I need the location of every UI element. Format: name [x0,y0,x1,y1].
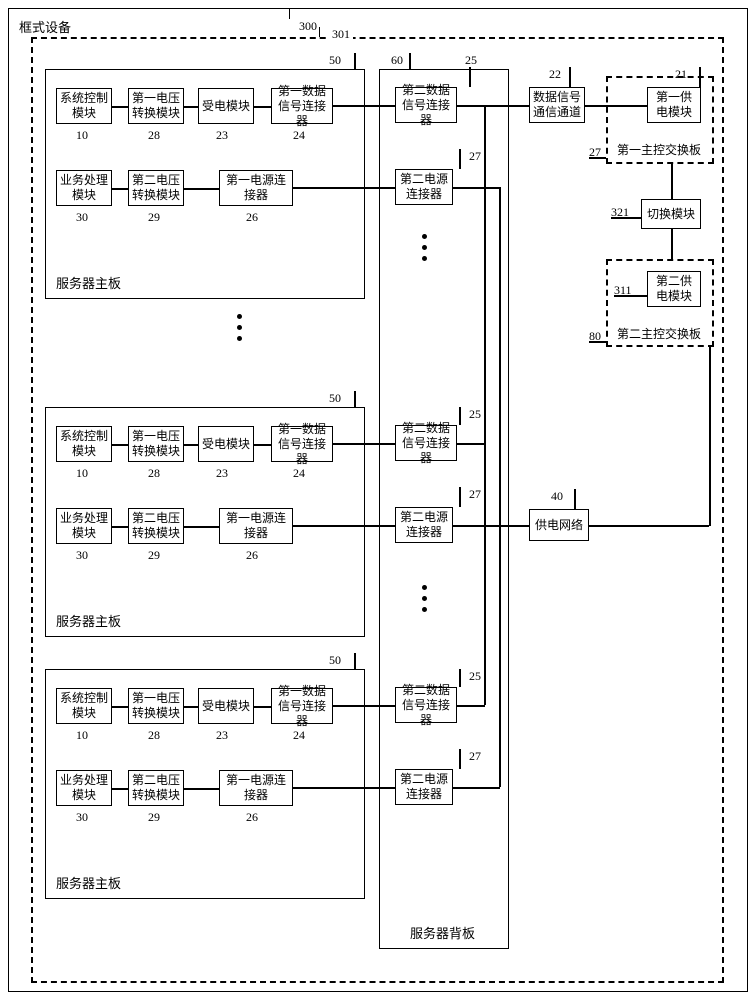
pwr-conn1-1: 第一电源连接器 [219,170,293,206]
n24-2: 24 [293,466,305,481]
data-conn2-3: 第二数据信号连接器 [395,687,457,723]
vdots-bp-2 [419,585,429,612]
sys-ctrl-3: 系统控制模块 [56,688,112,724]
board-title-1: 服务器主板 [56,273,121,292]
sys-ctrl-1: 系统控制模块 [56,88,112,124]
server-board-1: 服务器主板 系统控制模块 第一电压转换模块 受电模块 第一数据信号连接器 业务处… [45,69,365,299]
vdots-bp-1 [419,234,429,261]
n27-2: 27 [469,487,481,502]
board-title-3: 服务器主板 [56,873,121,892]
n22: 22 [549,67,561,82]
n30-2: 30 [76,548,88,563]
n25-3: 25 [469,669,481,684]
recv-3: 受电模块 [198,688,254,724]
n23-2: 23 [216,466,228,481]
pwr-conn1-2: 第一电源连接器 [219,508,293,544]
n10-2: 10 [76,466,88,481]
outer-title: 框式设备 [19,17,71,36]
n27-1: 27 [469,149,481,164]
board-title-2: 服务器主板 [56,611,121,630]
ctrl-panel2-label: 第二主控交换板 [617,325,701,342]
n26-1: 26 [246,210,258,225]
n40: 40 [551,489,563,504]
recv-2: 受电模块 [198,426,254,462]
v1-conv-2: 第一电压转换模块 [128,426,184,462]
pwr-conn1-3: 第一电源连接器 [219,770,293,806]
v1-conv-3: 第一电压转换模块 [128,688,184,724]
n26-2: 26 [246,548,258,563]
n30-1: 30 [76,210,88,225]
data-chan: 数据信号通信通道 [529,87,585,123]
pwr-conn2-1: 第二电源连接器 [395,169,453,205]
psu1: 第一供电模块 [647,87,701,123]
num-300: 300 [299,19,317,34]
n50-1: 50 [329,53,341,68]
sys-ctrl-2: 系统控制模块 [56,426,112,462]
data-conn2-2: 第二数据信号连接器 [395,425,457,461]
psu2: 第二供电模块 [647,271,701,307]
server-board-2: 服务器主板 系统控制模块 第一电压转换模块 受电模块 第一数据信号连接器 业务处… [45,407,365,637]
biz-2: 业务处理模块 [56,508,112,544]
power-net: 供电网络 [529,509,589,541]
n50-3: 50 [329,653,341,668]
v1-conv-1: 第一电压转换模块 [128,88,184,124]
server-board-3: 服务器主板 系统控制模块 第一电压转换模块 受电模块 第一数据信号连接器 业务处… [45,669,365,899]
v2-conv-3: 第二电压转换模块 [128,770,184,806]
num-301: 301 [329,27,353,42]
v2-conv-1: 第二电压转换模块 [128,170,184,206]
n23-3: 23 [216,728,228,743]
n28-1: 28 [148,128,160,143]
pwr-conn2-2: 第二电源连接器 [395,507,453,543]
n30-3: 30 [76,810,88,825]
n23-1: 23 [216,128,228,143]
data-conn1-2: 第一数据信号连接器 [271,426,333,462]
biz-3: 业务处理模块 [56,770,112,806]
biz-1: 业务处理模块 [56,170,112,206]
data-conn1-1: 第一数据信号连接器 [271,88,333,124]
switch-mod: 切换模块 [641,199,701,229]
n29-2: 29 [148,548,160,563]
n29-3: 29 [148,810,160,825]
data-conn2-1: 第二数据信号连接器 [395,87,457,123]
backplane-title: 服务器背板 [410,923,475,942]
n21: 21 [675,67,687,82]
frame-device-outer: 框式设备 300 301 服务器主板 系统控制模块 第一电压转换模块 受电模块 … [8,8,748,992]
n26-3: 26 [246,810,258,825]
tick-300 [289,9,290,19]
vdots-boards-1 [234,314,244,341]
n60: 60 [391,53,403,68]
n28-2: 28 [148,466,160,481]
n29-1: 29 [148,210,160,225]
n27-3: 27 [469,749,481,764]
n25-1: 25 [465,53,477,68]
v2-conv-2: 第二电压转换模块 [128,508,184,544]
n28-3: 28 [148,728,160,743]
n24-1: 24 [293,128,305,143]
n24-3: 24 [293,728,305,743]
recv-1: 受电模块 [198,88,254,124]
tick-301 [319,27,320,37]
n25-2: 25 [469,407,481,422]
data-conn1-3: 第一数据信号连接器 [271,688,333,724]
n10-1: 10 [76,128,88,143]
pwr-conn2-3: 第二电源连接器 [395,769,453,805]
n50-2: 50 [329,391,341,406]
n10-3: 10 [76,728,88,743]
ctrl-panel1-label: 第一主控交换板 [617,141,701,158]
